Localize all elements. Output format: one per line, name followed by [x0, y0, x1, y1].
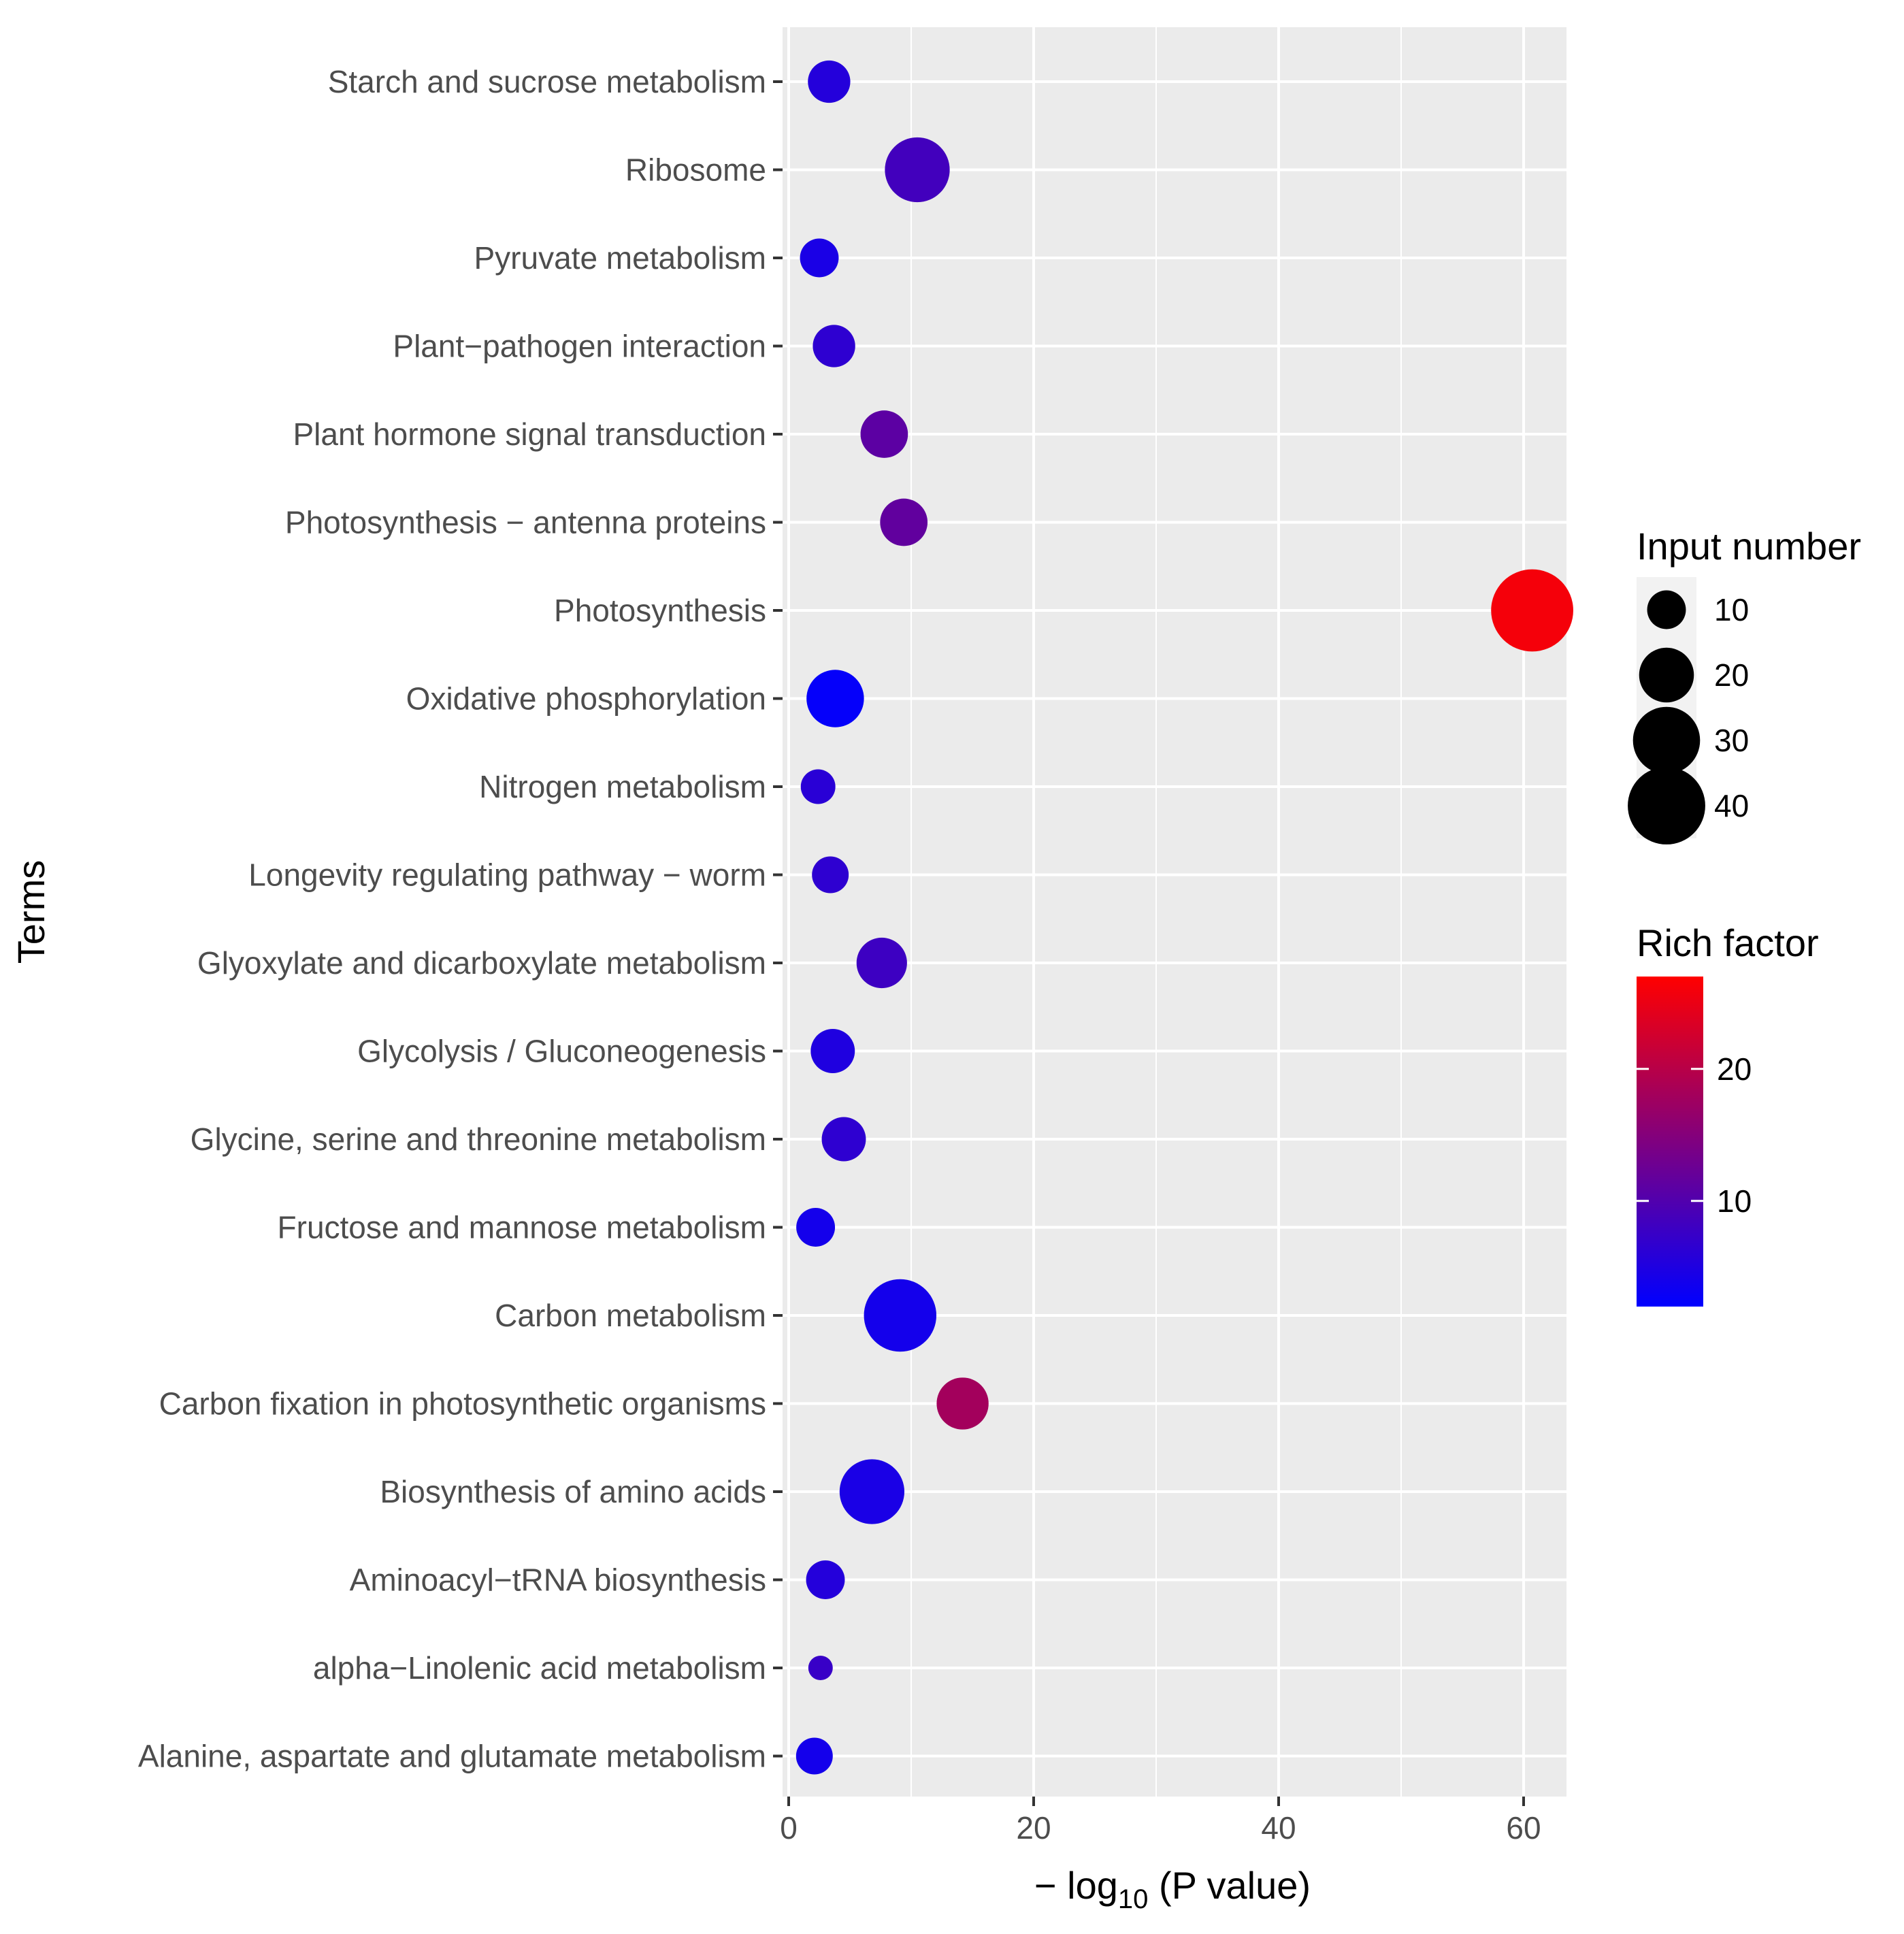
color-legend-ticks: 10 20: [1637, 1051, 1752, 1219]
x-axis-title-subscript: 10: [1118, 1884, 1149, 1914]
major-grid-lines: [783, 27, 1566, 1797]
x-axis-title: − log10 (P value): [1034, 1864, 1311, 1914]
size-legend-label: 40: [1714, 788, 1749, 823]
bubble-point: [808, 60, 851, 103]
bubble-point: [812, 856, 849, 894]
y-tick-label: Plant hormone signal transduction: [293, 416, 766, 452]
color-legend-label: 20: [1717, 1051, 1752, 1087]
size-legend: 10 20 30 40: [1628, 577, 1749, 845]
size-legend-swatch: [1639, 647, 1694, 703]
color-legend-title: Rich factor: [1637, 921, 1819, 964]
bubble-point: [885, 137, 950, 203]
y-tick-label: Starch and sucrose metabolism: [328, 64, 766, 99]
bubble-point: [860, 410, 908, 458]
size-legend-label: 30: [1714, 723, 1749, 758]
x-tick-label: 0: [780, 1810, 798, 1846]
bubble-point: [1491, 569, 1573, 652]
bubble-point: [806, 670, 864, 727]
plot-panel: [783, 27, 1566, 1797]
color-legend-label: 10: [1717, 1183, 1752, 1219]
bubble-point: [864, 1279, 937, 1352]
y-tick-label: Photosynthesis − antenna proteins: [285, 505, 766, 540]
bubble-point: [936, 1377, 989, 1430]
data-points: [795, 60, 1573, 1775]
bubble-point: [795, 1737, 833, 1775]
y-tick-label: Pyruvate metabolism: [474, 240, 767, 276]
bubble-point: [813, 325, 855, 367]
x-axis-title-suffix: (P value): [1148, 1864, 1311, 1907]
bubble-point: [810, 1029, 855, 1073]
bubble-point: [800, 238, 839, 278]
size-legend-swatch: [1628, 767, 1705, 845]
bubble-point: [806, 1560, 845, 1599]
y-tick-label: Aminoacyl−tRNA biosynthesis: [350, 1562, 766, 1598]
y-axis-ticks: Starch and sucrose metabolism Ribosome Pyr…: [138, 64, 783, 1774]
size-legend-swatch: [1632, 706, 1701, 774]
y-tick-label: Ribosome: [625, 152, 766, 188]
y-tick-label: Nitrogen metabolism: [479, 769, 766, 804]
x-tick-label: 20: [1016, 1810, 1051, 1846]
y-tick-label: Oxidative phosphorylation: [406, 681, 766, 717]
y-tick-label: Alanine, aspartate and glutamate metabol…: [138, 1739, 766, 1774]
bubble-point: [796, 1208, 836, 1247]
y-tick-label: Carbon fixation in photosynthetic organi…: [159, 1386, 766, 1422]
y-axis-title: Terms: [10, 860, 52, 964]
y-tick-label: Plant−pathogen interaction: [393, 329, 766, 364]
bubble-point: [839, 1459, 905, 1524]
y-tick-label: Carbon metabolism: [495, 1298, 766, 1333]
bubble-point: [821, 1117, 866, 1162]
y-tick-label: Glyoxylate and dicarboxylate metabolism: [197, 945, 766, 981]
bubble-point: [808, 1656, 833, 1680]
size-legend-title: Input number: [1637, 525, 1861, 568]
bubble-point: [856, 937, 907, 989]
y-tick-label: Glycolysis / Gluconeogenesis: [357, 1034, 766, 1069]
bubble-point: [800, 769, 836, 804]
size-legend-label: 10: [1714, 592, 1749, 627]
size-legend-label: 20: [1714, 657, 1749, 693]
x-axis-ticks: 0 20 40 60: [780, 1797, 1541, 1846]
bubble-point: [880, 498, 928, 546]
x-axis-title-prefix: − log: [1034, 1864, 1118, 1907]
x-tick-label: 40: [1261, 1810, 1296, 1846]
y-tick-label: Longevity regulating pathway − worm: [248, 857, 766, 893]
x-tick-label: 60: [1506, 1810, 1541, 1846]
y-tick-label: Glycine, serine and threonine metabolism: [191, 1121, 766, 1157]
y-tick-label: alpha−Linolenic acid metabolism: [313, 1650, 766, 1686]
y-tick-label: Photosynthesis: [554, 593, 766, 628]
y-tick-label: Biosynthesis of amino acids: [380, 1474, 766, 1509]
color-legend-bar: [1637, 977, 1703, 1307]
minor-grid-lines: [910, 27, 1402, 1797]
y-tick-label: Fructose and mannose metabolism: [278, 1210, 766, 1245]
size-legend-swatch: [1647, 590, 1686, 629]
